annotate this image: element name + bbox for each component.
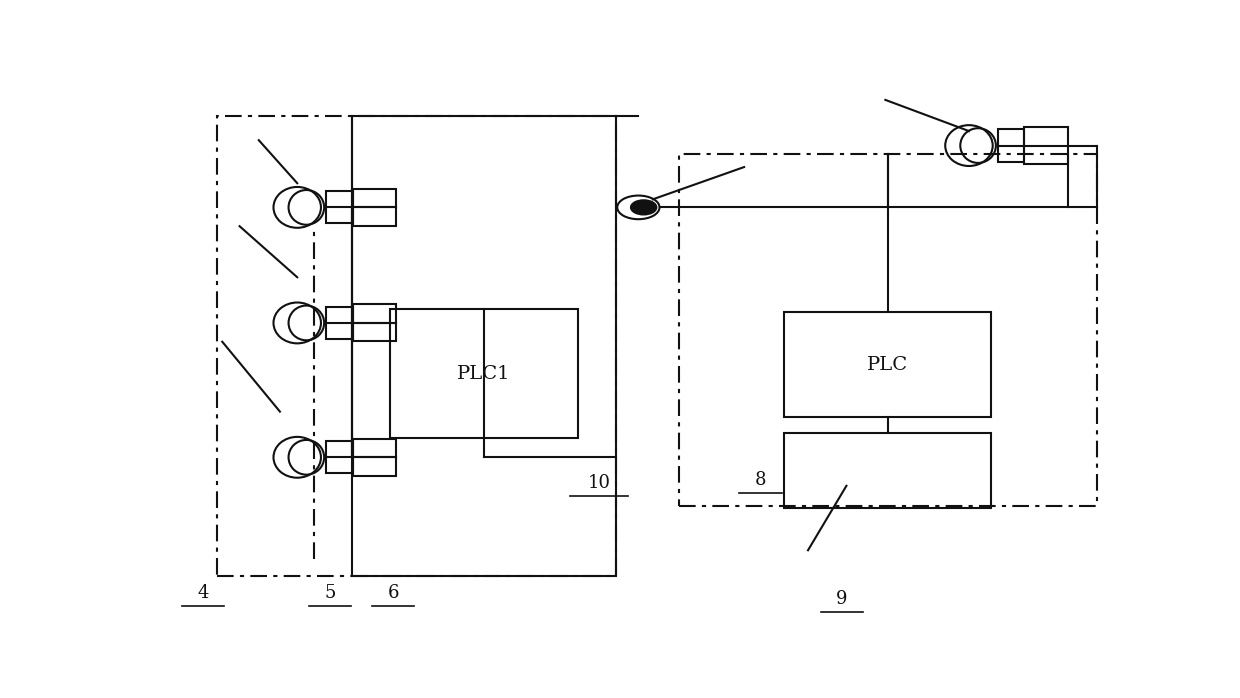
- Bar: [785, 312, 991, 417]
- Bar: [785, 433, 991, 508]
- Text: 5: 5: [324, 584, 336, 602]
- Text: 8: 8: [755, 471, 766, 489]
- Bar: [352, 439, 396, 476]
- Bar: [678, 154, 1096, 505]
- Bar: [391, 309, 578, 438]
- Bar: [997, 129, 1024, 162]
- Bar: [326, 191, 352, 223]
- Text: PLC1: PLC1: [458, 365, 511, 383]
- Bar: [326, 307, 352, 339]
- Text: 6: 6: [388, 584, 399, 602]
- Bar: [326, 441, 352, 473]
- Text: 10: 10: [588, 474, 610, 492]
- Bar: [352, 189, 396, 226]
- Text: 9: 9: [836, 590, 848, 608]
- Circle shape: [631, 200, 656, 214]
- Bar: [217, 116, 616, 576]
- Bar: [352, 304, 396, 341]
- Bar: [1024, 127, 1068, 164]
- Text: PLC: PLC: [867, 355, 909, 373]
- Text: 4: 4: [197, 584, 208, 602]
- Bar: [352, 116, 616, 576]
